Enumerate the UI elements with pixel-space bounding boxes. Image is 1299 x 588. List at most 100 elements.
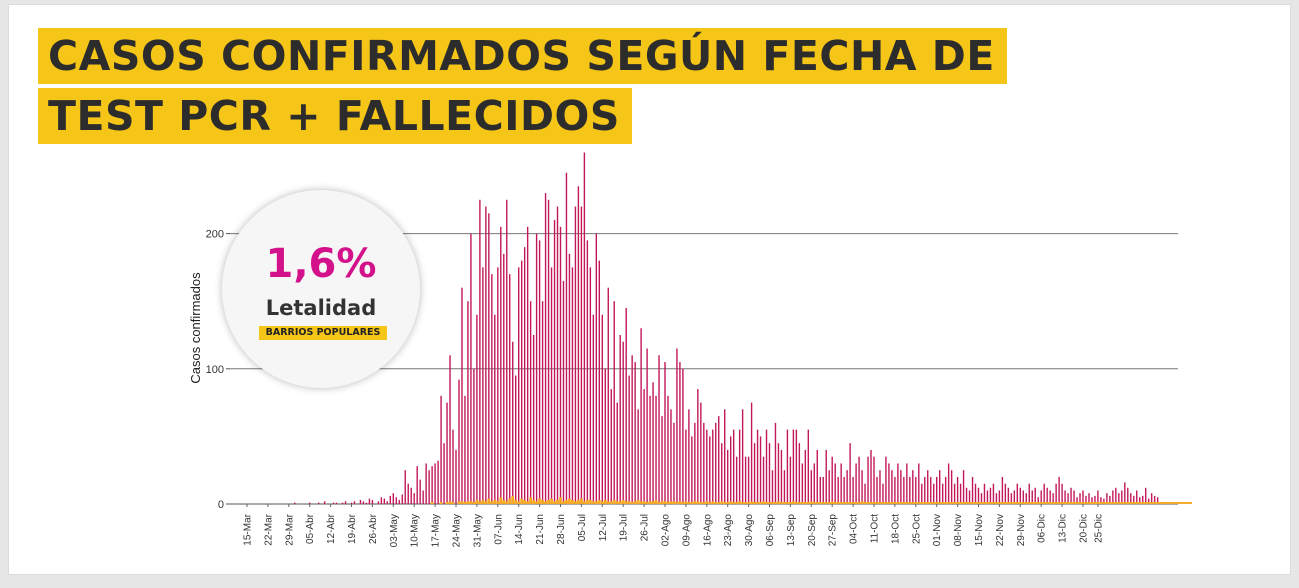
case-bar (900, 470, 902, 504)
case-bar (834, 463, 836, 504)
death-bar (992, 502, 995, 504)
case-bar (1142, 495, 1144, 504)
death-bar (568, 498, 571, 504)
case-bar (676, 348, 678, 504)
case-bar (607, 287, 609, 504)
death-bar (1027, 502, 1031, 504)
case-bar (738, 429, 741, 504)
case-bar (377, 501, 380, 504)
case-bar (1082, 490, 1084, 504)
death-bar (908, 502, 912, 504)
death-bar (1135, 502, 1139, 504)
death-bar (953, 502, 957, 504)
death-bar (723, 502, 727, 504)
case-bar (980, 493, 983, 504)
death-bar (887, 502, 891, 504)
x-tick-label: 29-Mar (284, 513, 295, 545)
death-bar (747, 502, 750, 504)
death-bar (571, 499, 574, 504)
x-tick-label: 15-Mar (243, 513, 254, 545)
death-bar (1189, 502, 1192, 504)
death-bar (956, 502, 959, 504)
death-bar (935, 502, 939, 504)
case-bar (729, 436, 732, 504)
death-bar (938, 502, 942, 504)
case-bar (526, 226, 529, 504)
death-bar (1042, 502, 1046, 504)
case-bar (804, 449, 807, 504)
death-bar (1150, 502, 1154, 504)
case-bar (762, 456, 765, 504)
death-bar (672, 501, 676, 504)
death-bar (762, 501, 765, 504)
case-bar (368, 498, 371, 504)
death-bar (1078, 502, 1082, 504)
case-bar (1121, 490, 1123, 504)
case-bar (613, 301, 615, 504)
case-bar (1007, 487, 1010, 504)
death-bar (1105, 502, 1109, 504)
death-bar (663, 501, 667, 504)
death-bar (726, 502, 730, 504)
case-bar (440, 395, 442, 504)
case-bar (646, 348, 648, 504)
death-bar (1003, 502, 1007, 504)
case-bar (933, 483, 935, 504)
case-bar (538, 240, 541, 505)
case-bar (667, 395, 669, 504)
death-bar (983, 502, 986, 504)
death-bar (1156, 502, 1160, 504)
case-bar (921, 483, 923, 504)
x-tick-label: 09-Ago (681, 514, 692, 547)
case-bar (697, 389, 699, 504)
case-bar (640, 328, 642, 504)
case-bar (509, 274, 511, 504)
case-bar (870, 449, 872, 504)
case-bar (965, 487, 968, 504)
case-bar (912, 470, 914, 504)
case-bar (1127, 487, 1129, 504)
case-bar (780, 449, 783, 504)
death-bar (496, 501, 500, 504)
death-bar (469, 501, 473, 504)
case-bar (604, 368, 606, 504)
case-bar (610, 389, 612, 504)
case-bar (592, 314, 595, 504)
death-bar (780, 502, 783, 504)
case-bar (455, 449, 457, 504)
case-bar (930, 476, 932, 504)
x-tick-label: 20-Dic (1079, 514, 1090, 543)
case-bar (721, 443, 723, 504)
x-tick-label: 02-Ago (661, 514, 672, 547)
case-bar (897, 463, 899, 504)
death-bar (786, 502, 789, 504)
death-bar (980, 502, 983, 504)
death-bar (603, 499, 607, 504)
case-bar (673, 422, 675, 504)
death-bar (962, 502, 965, 504)
case-bar (383, 498, 386, 504)
case-bar (395, 497, 397, 504)
case-bar (443, 443, 445, 504)
case-bar (831, 456, 833, 504)
death-bar (556, 499, 559, 504)
case-bar (344, 501, 347, 504)
death-bar (1093, 502, 1097, 504)
case-bar (759, 436, 762, 504)
case-bar (332, 502, 335, 504)
case-bar (753, 443, 756, 504)
death-bar (651, 501, 655, 504)
x-tick-label: 05-Abr (305, 513, 316, 544)
case-bar (494, 314, 496, 504)
x-tick-label: 16-Ago (702, 514, 713, 547)
x-tick-label: 11-Oct (870, 514, 881, 543)
death-bar (1063, 502, 1067, 504)
death-bar (451, 502, 455, 504)
death-bar (872, 502, 876, 504)
chart-title-line-1: CASOS CONFIRMADOS SEGÚN FECHA DE (38, 28, 1007, 84)
case-bar (392, 493, 394, 504)
case-bar (1052, 493, 1054, 504)
death-bar (523, 499, 527, 504)
death-bar (1183, 502, 1186, 504)
death-bar (591, 501, 595, 504)
